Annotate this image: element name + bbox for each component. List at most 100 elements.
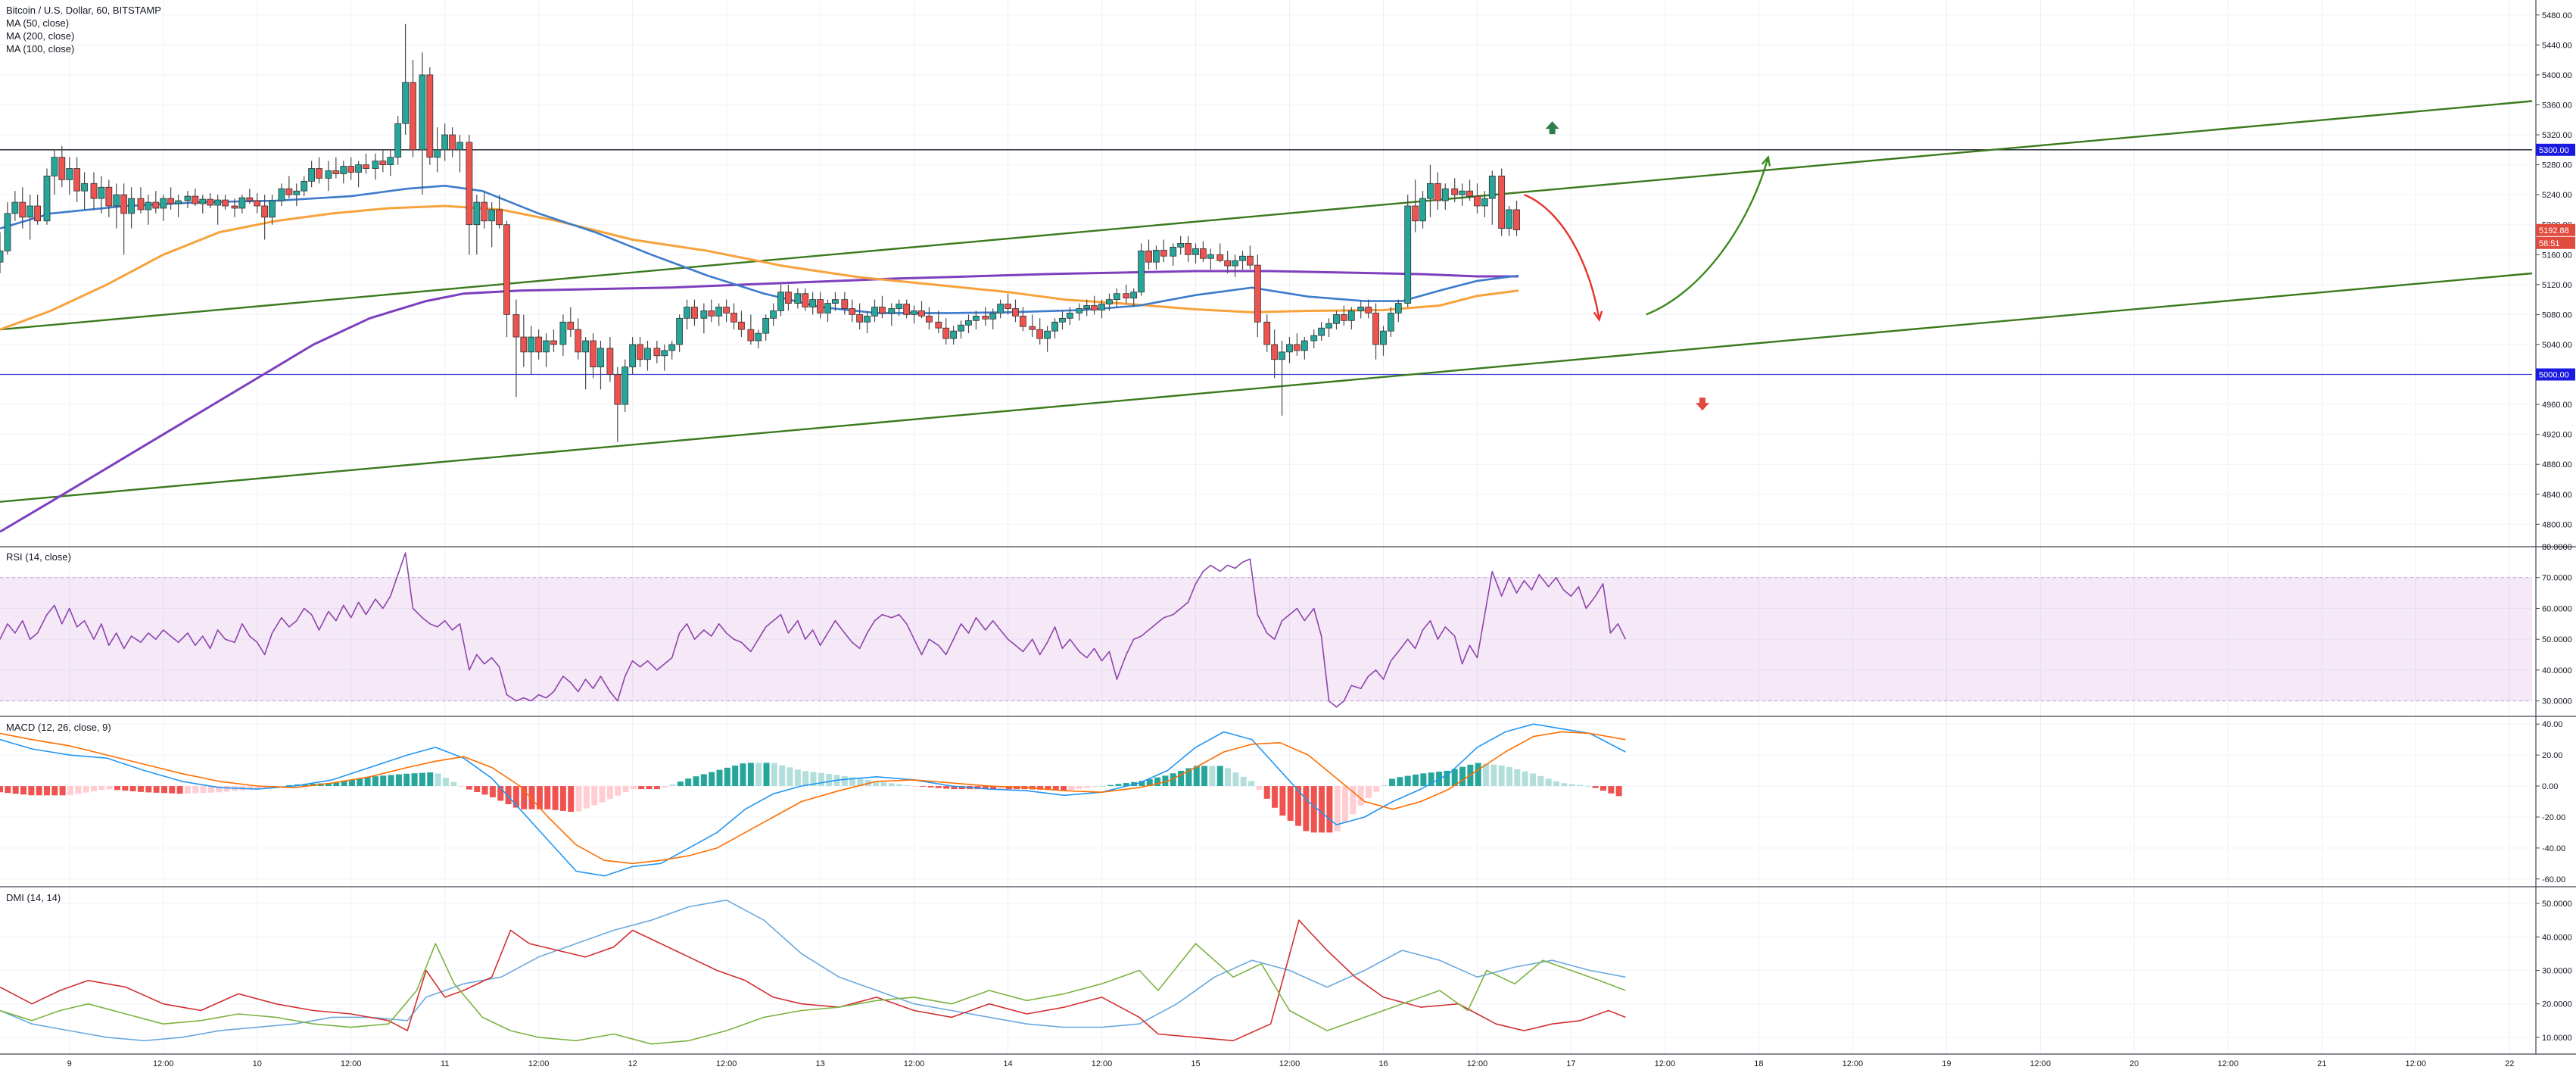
candle (559, 314, 567, 356)
candle (426, 67, 434, 165)
candle-body (434, 149, 441, 158)
candle-body (1333, 313, 1340, 324)
candle (192, 189, 199, 206)
candle (824, 299, 831, 323)
price-tick-label: 5240.00 (2542, 191, 2572, 200)
candle (972, 310, 980, 330)
dmi-tick-label: 40.0000 (2542, 933, 2572, 942)
macd-histogram-bar (325, 783, 332, 787)
candle-body (1294, 344, 1300, 351)
candle-body (864, 315, 871, 323)
macd-histogram-bar (1225, 768, 1232, 787)
macd-histogram-bar (1568, 784, 1575, 787)
macd-histogram-bar (1553, 781, 1560, 787)
rsi-pane[interactable] (0, 552, 2532, 708)
candle (691, 299, 698, 326)
macd-histogram-bar (1076, 786, 1082, 789)
candle-body (19, 201, 26, 218)
macd-pane[interactable] (0, 723, 1626, 877)
macd-histogram-bar (254, 786, 261, 789)
macd-histogram-bar (849, 777, 856, 787)
candle (246, 189, 254, 204)
candle-body (653, 348, 661, 357)
candle (1059, 310, 1066, 330)
macd-histogram-bar (1185, 768, 1192, 787)
candle (1170, 243, 1177, 267)
candle (1123, 284, 1130, 304)
macd-histogram-bar (1522, 771, 1528, 787)
candle (715, 303, 723, 326)
macd-histogram-bar (395, 774, 402, 787)
time-tick-label: 12:00 (153, 1059, 174, 1068)
candle-body (222, 199, 229, 207)
price-tick-label: 5440.00 (2542, 41, 2572, 50)
candle-body (160, 198, 167, 209)
ma200-legend: MA (200, close) (6, 30, 74, 42)
candle-body (73, 168, 81, 192)
candle (762, 314, 770, 342)
macd-histogram-bar (662, 786, 668, 788)
candle (1372, 303, 1379, 360)
time-tick-label: 12:00 (2405, 1059, 2426, 1068)
candle-body (777, 292, 784, 311)
candle (849, 299, 856, 323)
candle (755, 329, 762, 348)
macd-histogram-bar (606, 786, 613, 800)
candle-body (26, 205, 34, 218)
candle-body (1029, 326, 1036, 330)
candle (958, 320, 964, 339)
macd-histogram-bar (380, 775, 387, 787)
candle-body (254, 200, 261, 207)
macd-histogram-bar (677, 781, 684, 787)
macd-histogram-bar (982, 786, 989, 790)
candle (231, 198, 238, 217)
signal-line (0, 731, 1626, 865)
macd-histogram-bar (1584, 785, 1591, 787)
macd-tick-label: -60.00 (2542, 875, 2565, 884)
candle (777, 284, 784, 317)
candle (1506, 205, 1513, 236)
macd-histogram-bar (98, 786, 105, 791)
macd-histogram-bar (1037, 786, 1044, 790)
candle-body (278, 188, 285, 201)
macd-histogram-bar (1483, 763, 1490, 787)
candle-body (1192, 248, 1199, 255)
price-pane[interactable] (0, 23, 2533, 533)
candle (473, 195, 481, 255)
candle-body (1247, 255, 1254, 266)
macd-histogram-bar (466, 786, 472, 790)
candle-body (1153, 249, 1160, 263)
dmi-pane[interactable] (0, 899, 1626, 1045)
macd-histogram-bar (43, 786, 50, 796)
candle-body (394, 123, 402, 158)
macd-histogram-bar (512, 786, 519, 808)
candle-body (167, 198, 175, 204)
macd-title: MACD (12, 26, close, 9) (6, 722, 111, 733)
macd-histogram-bar (333, 782, 340, 787)
candle-body (621, 367, 629, 405)
candle-body (512, 313, 520, 338)
candle (637, 337, 643, 367)
macd-histogram-bar (998, 786, 1005, 790)
candle (676, 314, 684, 352)
macd-histogram-bar (435, 773, 441, 787)
time-tick-label: 12:00 (1655, 1059, 1676, 1068)
candle (700, 303, 708, 334)
candle (1239, 251, 1246, 270)
candle (1481, 191, 1488, 217)
dmi-tick-label: 30.0000 (2542, 967, 2572, 976)
candle (520, 314, 528, 367)
time-tick-label: 10 (253, 1059, 262, 1068)
candle-body (496, 209, 503, 226)
candle-body (1130, 292, 1138, 299)
candle-body (325, 170, 332, 179)
macd-histogram-bar (497, 786, 504, 801)
rsi-tick-label: 60.0000 (2542, 604, 2572, 613)
candle-body (606, 348, 614, 375)
candle-body (958, 324, 964, 332)
rsi-line (0, 552, 1627, 708)
macd-histogram-bar (1092, 786, 1098, 788)
candle (160, 195, 167, 221)
current-price-tag-bg (2536, 223, 2575, 236)
